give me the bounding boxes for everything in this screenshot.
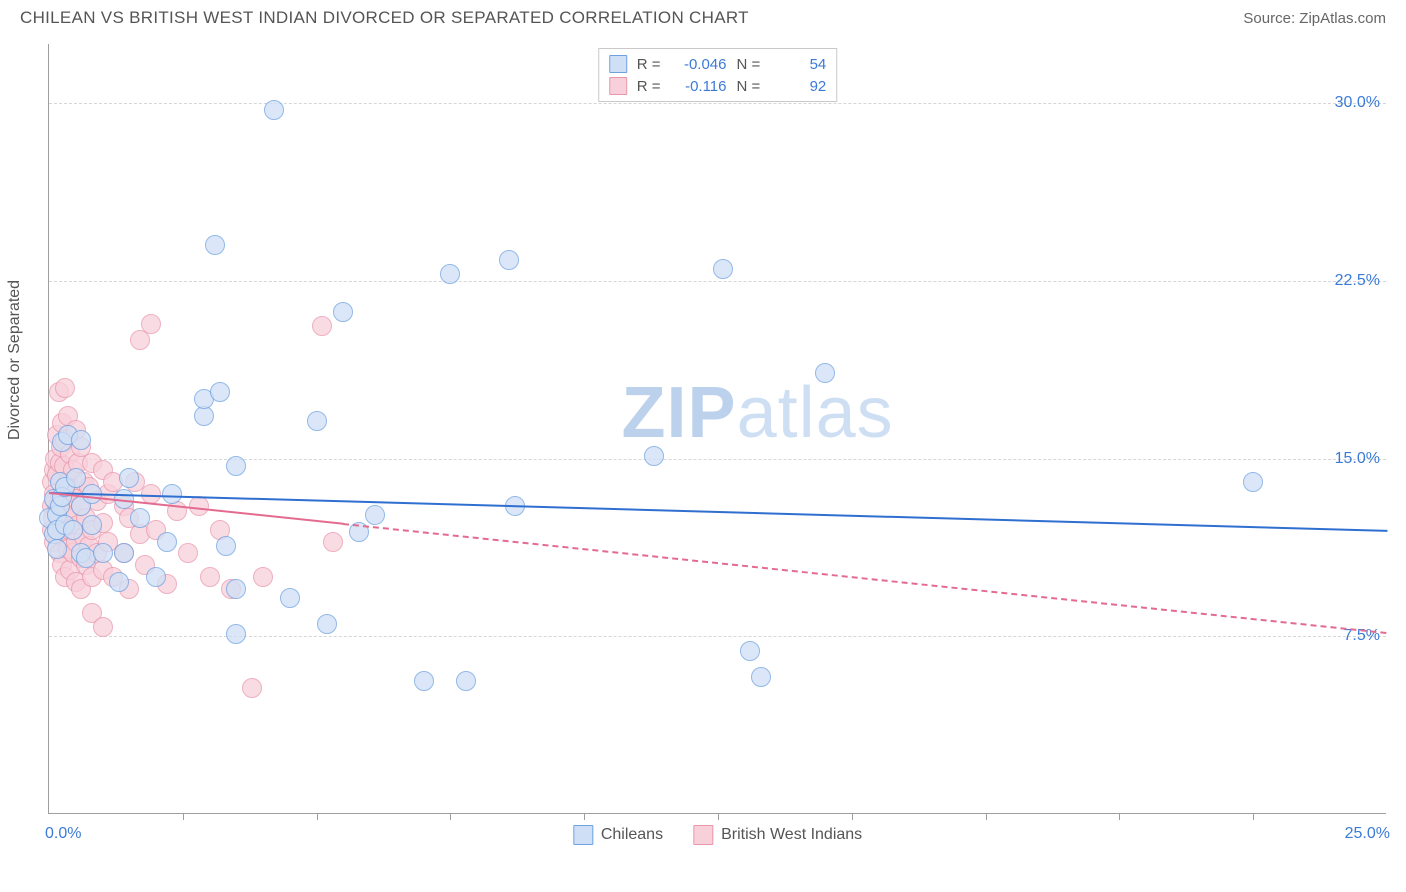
legend-n-label: N = <box>737 56 761 73</box>
trend-line <box>343 523 1387 634</box>
legend-swatch <box>693 825 713 845</box>
watermark-bold: ZIP <box>622 373 737 453</box>
legend-stats-row: R = -0.046 N = 54 <box>609 53 827 75</box>
x-tick <box>1253 813 1254 820</box>
legend-n-value: 54 <box>770 56 826 73</box>
scatter-point <box>323 532 343 552</box>
legend-series: Chileans British West Indians <box>573 825 862 845</box>
legend-stats: R = -0.046 N = 54 R = -0.116 N = 92 <box>598 48 838 102</box>
scatter-point <box>414 671 434 691</box>
scatter-point <box>440 264 460 284</box>
scatter-point <box>146 567 166 587</box>
scatter-point <box>47 539 67 559</box>
gridline <box>49 459 1386 460</box>
legend-label: Chileans <box>601 826 663 844</box>
scatter-point <box>317 614 337 634</box>
scatter-point <box>307 411 327 431</box>
watermark-light: atlas <box>737 373 894 453</box>
gridline <box>49 636 1386 637</box>
scatter-point <box>226 624 246 644</box>
scatter-point <box>71 430 91 450</box>
source-link[interactable]: ZipAtlas.com <box>1299 10 1386 27</box>
scatter-point <box>109 572 129 592</box>
gridline <box>49 103 1386 104</box>
x-tick <box>450 813 451 820</box>
watermark: ZIPatlas <box>622 372 894 454</box>
legend-r-label: R = <box>637 56 661 73</box>
legend-swatch <box>609 77 627 95</box>
correlation-chart: ZIPatlas R = -0.046 N = 54 R = -0.116 N … <box>48 44 1386 814</box>
scatter-point <box>66 468 86 488</box>
x-tick <box>183 813 184 820</box>
x-tick <box>718 813 719 820</box>
legend-n-label: N = <box>737 78 761 95</box>
scatter-point <box>114 543 134 563</box>
scatter-point <box>815 363 835 383</box>
scatter-point <box>178 543 198 563</box>
legend-swatch <box>609 55 627 73</box>
gridline <box>49 281 1386 282</box>
legend-item-bwi: British West Indians <box>693 825 862 845</box>
y-tick-label: 30.0% <box>1335 94 1380 112</box>
x-axis-min-label: 0.0% <box>45 825 81 843</box>
scatter-point <box>200 567 220 587</box>
legend-swatch <box>573 825 593 845</box>
scatter-point <box>141 314 161 334</box>
scatter-point <box>130 508 150 528</box>
x-tick <box>986 813 987 820</box>
scatter-point <box>333 302 353 322</box>
scatter-point <box>280 588 300 608</box>
scatter-point <box>55 378 75 398</box>
scatter-point <box>63 520 83 540</box>
scatter-point <box>210 382 230 402</box>
scatter-point <box>253 567 273 587</box>
legend-label: British West Indians <box>721 826 862 844</box>
x-tick <box>584 813 585 820</box>
source-prefix: Source: <box>1243 10 1299 27</box>
x-axis-max-label: 25.0% <box>1345 825 1390 843</box>
scatter-point <box>499 250 519 270</box>
scatter-point <box>751 667 771 687</box>
legend-r-value: -0.116 <box>671 78 727 95</box>
legend-stats-row: R = -0.116 N = 92 <box>609 75 827 97</box>
x-tick <box>1119 813 1120 820</box>
scatter-point <box>216 536 236 556</box>
legend-item-chileans: Chileans <box>573 825 663 845</box>
scatter-point <box>264 100 284 120</box>
source-attribution: Source: ZipAtlas.com <box>1243 10 1386 27</box>
x-tick <box>852 813 853 820</box>
scatter-point <box>119 468 139 488</box>
scatter-point <box>162 484 182 504</box>
x-tick <box>317 813 318 820</box>
scatter-point <box>226 456 246 476</box>
scatter-point <box>82 515 102 535</box>
legend-r-label: R = <box>637 78 661 95</box>
legend-r-value: -0.046 <box>671 56 727 73</box>
scatter-point <box>456 671 476 691</box>
scatter-point <box>157 532 177 552</box>
scatter-point <box>1243 472 1263 492</box>
scatter-point <box>242 678 262 698</box>
scatter-point <box>312 316 332 336</box>
legend-n-value: 92 <box>770 78 826 95</box>
chart-title: CHILEAN VS BRITISH WEST INDIAN DIVORCED … <box>20 8 749 28</box>
scatter-point <box>226 579 246 599</box>
header: CHILEAN VS BRITISH WEST INDIAN DIVORCED … <box>0 0 1406 36</box>
scatter-point <box>713 259 733 279</box>
y-tick-label: 22.5% <box>1335 272 1380 290</box>
scatter-point <box>93 543 113 563</box>
trend-line <box>49 492 1387 532</box>
scatter-point <box>365 505 385 525</box>
scatter-point <box>740 641 760 661</box>
y-tick-label: 15.0% <box>1335 450 1380 468</box>
scatter-point <box>205 235 225 255</box>
scatter-point <box>93 617 113 637</box>
scatter-point <box>644 446 664 466</box>
y-axis-label: Divorced or Separated <box>6 280 24 440</box>
